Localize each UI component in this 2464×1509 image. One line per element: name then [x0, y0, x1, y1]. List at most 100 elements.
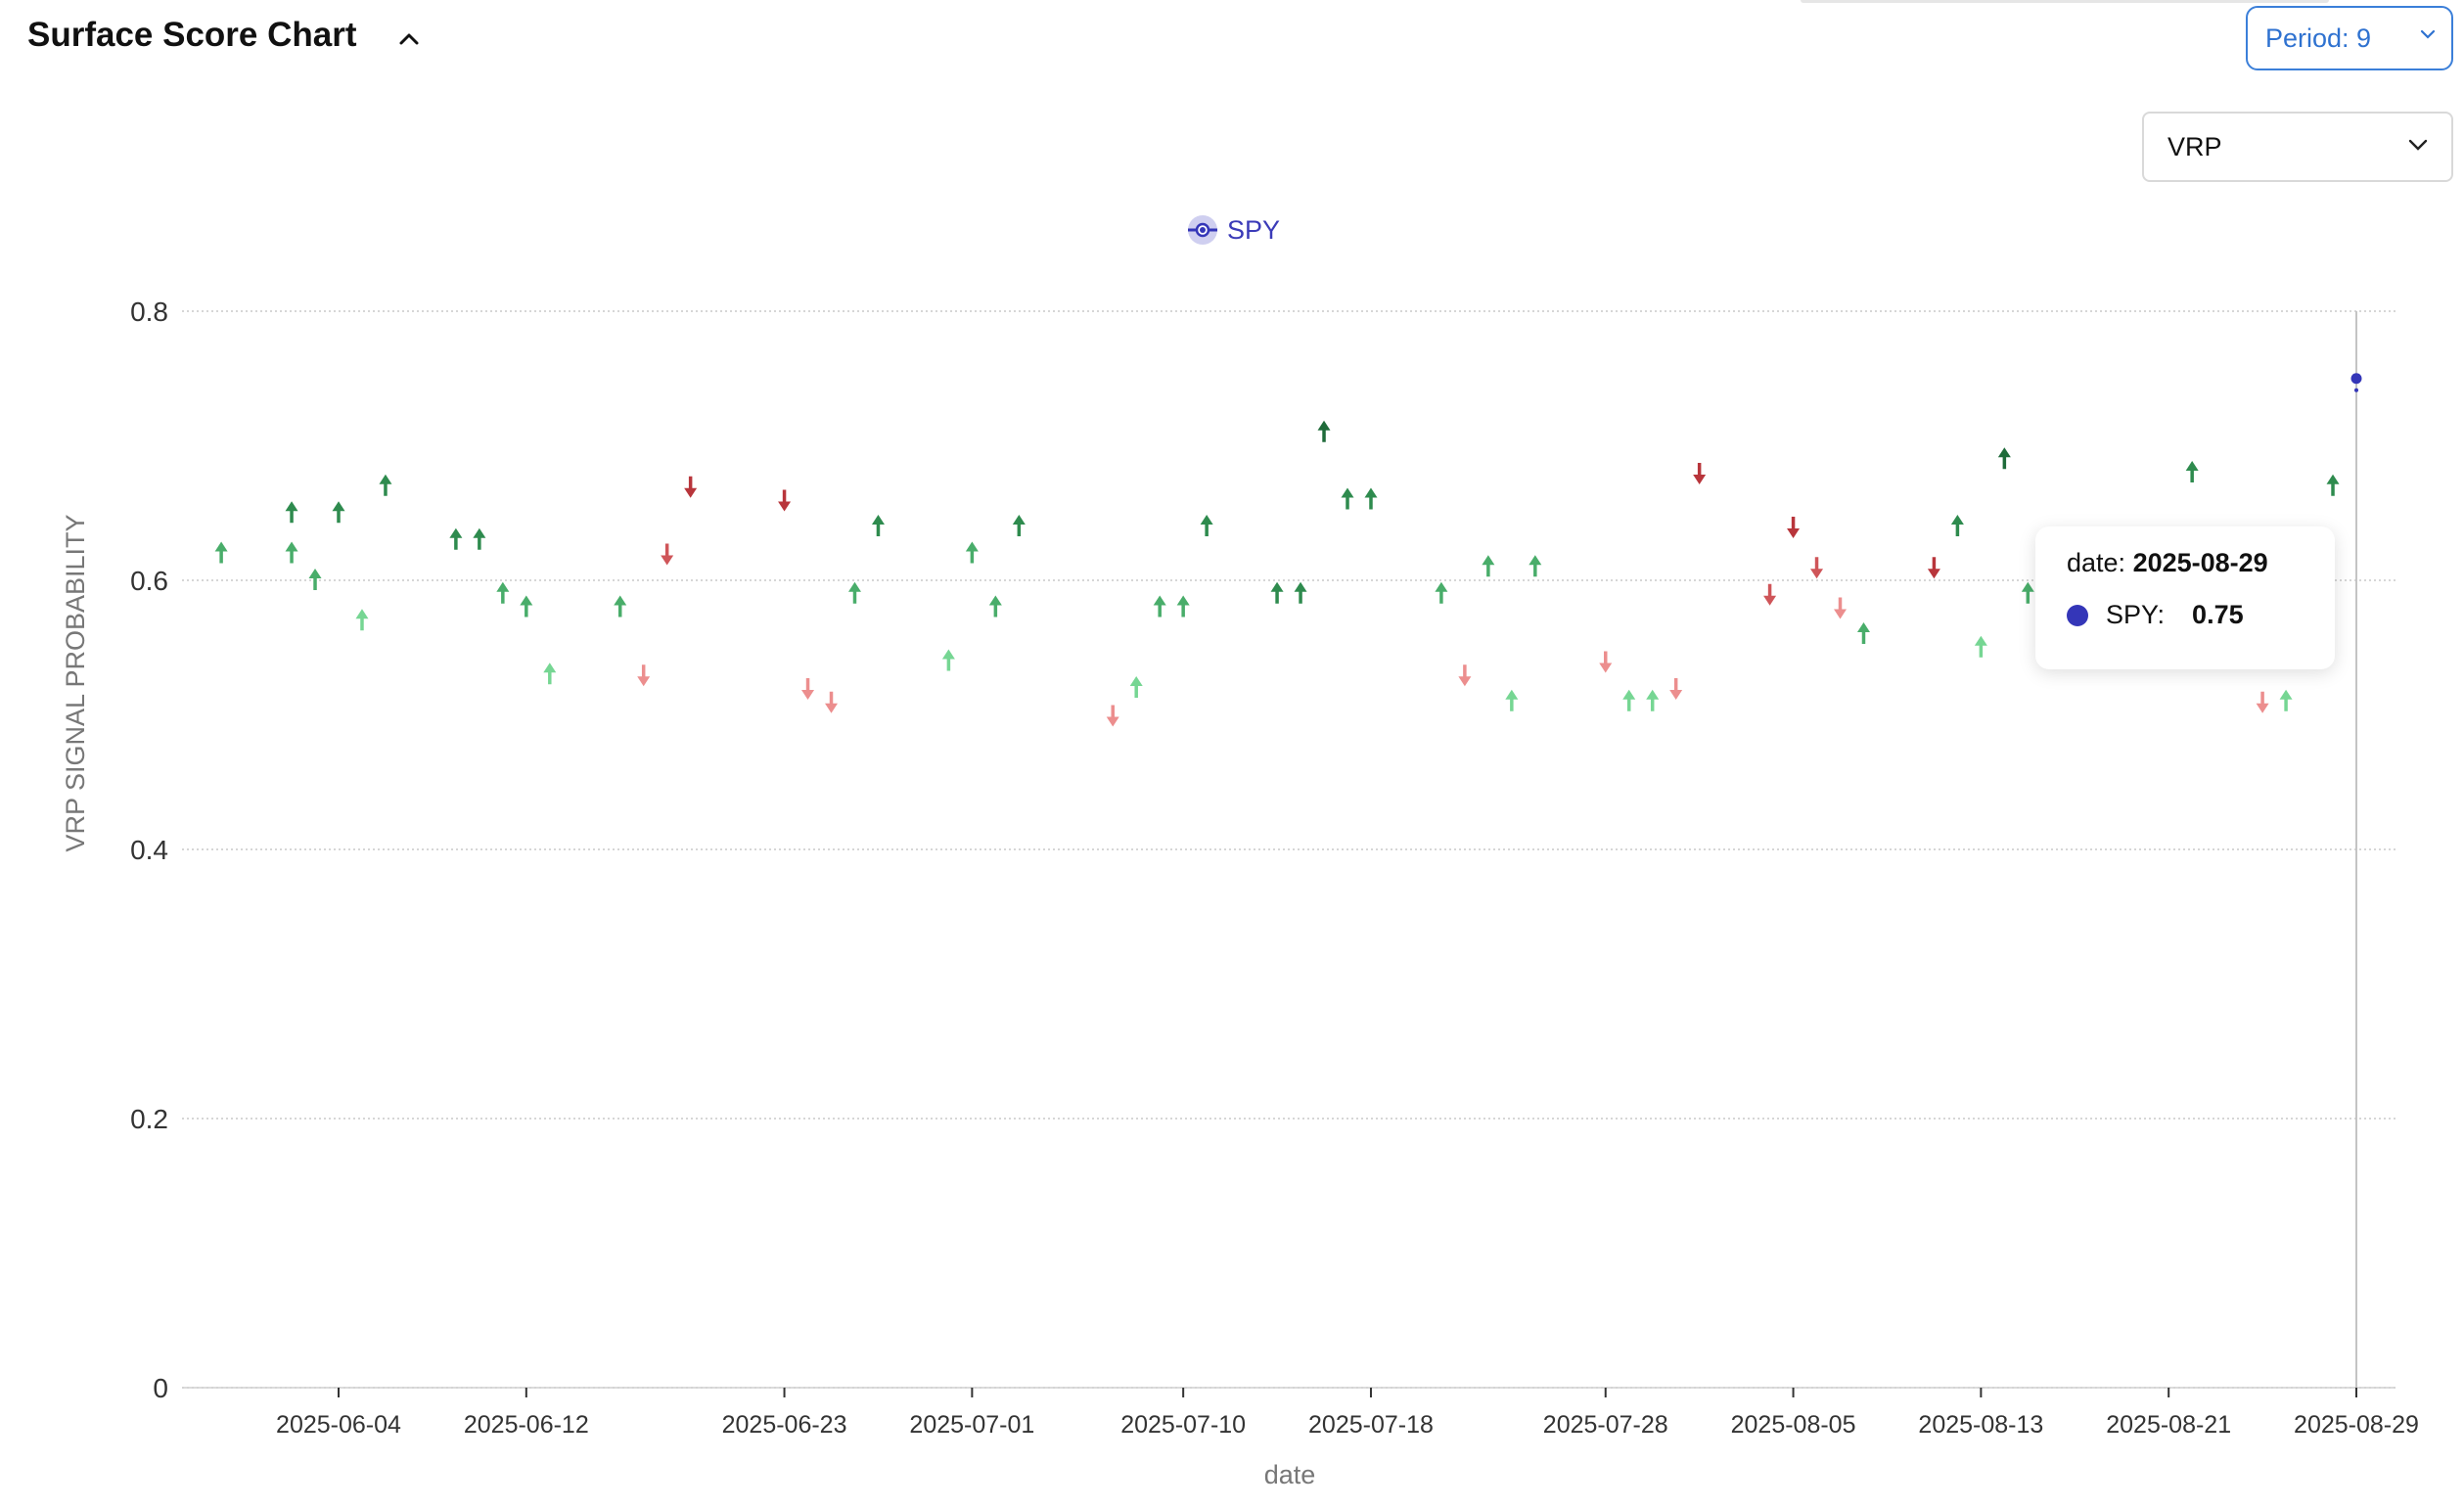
active-point: [2350, 373, 2362, 385]
up-arrow-mark: [355, 609, 369, 631]
x-tick-label: 2025-07-18: [1308, 1411, 1434, 1439]
up-arrow-mark: [847, 581, 861, 604]
up-arrow-mark: [2326, 474, 2340, 496]
x-tick-label: 2025-08-13: [1918, 1411, 2043, 1439]
up-arrow-mark: [941, 649, 955, 671]
up-arrow-mark: [1974, 635, 1987, 658]
y-tick-label: 0.2: [130, 1104, 168, 1134]
down-arrow-mark: [1763, 583, 1777, 606]
chevron-down-icon: [2420, 29, 2436, 39]
y-axis: 0 0.2 0.4 0.6 0.8: [130, 297, 168, 1403]
x-axis: 2025-06-04 2025-06-12 2025-06-23 2025-07-01…: [182, 1387, 2419, 1439]
x-tick-label: 2025-06-23: [722, 1411, 847, 1439]
up-arrow-mark: [1270, 581, 1284, 604]
signal-marks: [214, 420, 2340, 727]
up-arrow-mark: [2279, 689, 2293, 711]
hover-cursor: [2350, 311, 2362, 1388]
up-arrow-mark: [1856, 622, 1870, 644]
down-arrow-mark: [1693, 463, 1707, 484]
down-arrow-mark: [2256, 691, 2269, 713]
tooltip-date: 2025-08-29: [2132, 548, 2268, 577]
up-arrow-mark: [965, 541, 979, 564]
down-arrow-mark: [684, 476, 698, 498]
down-arrow-mark: [637, 664, 651, 687]
top-divider: [1801, 0, 2329, 3]
down-arrow-mark: [661, 543, 674, 566]
down-arrow-mark: [1669, 678, 1683, 700]
collapse-button[interactable]: [391, 22, 427, 57]
grid-lines: [182, 310, 2396, 1389]
tooltip-series-label: SPY:: [2106, 600, 2166, 629]
legend-label: SPY: [1227, 214, 1281, 245]
down-arrow-mark: [1810, 557, 1824, 579]
y-tick-label: 0.8: [130, 297, 168, 327]
up-arrow-mark: [285, 541, 298, 564]
up-arrow-mark: [332, 501, 345, 524]
up-arrow-mark: [1529, 555, 1542, 577]
up-arrow-mark: [1200, 515, 1213, 536]
up-arrow-mark: [1482, 555, 1495, 577]
up-arrow-mark: [543, 663, 557, 685]
up-arrow-mark: [1997, 447, 2011, 470]
y-tick-label: 0: [153, 1373, 168, 1403]
up-arrow-mark: [308, 569, 322, 590]
up-arrow-mark: [614, 595, 627, 617]
up-arrow-mark: [1622, 689, 1636, 711]
up-arrow-mark: [496, 581, 510, 604]
up-arrow-mark: [214, 541, 228, 564]
up-arrow-mark: [1012, 515, 1026, 536]
tooltip: date: 2025-08-29 SPY: 0.75: [2035, 526, 2335, 669]
up-arrow-mark: [1950, 515, 1964, 536]
tooltip-value-row: SPY: 0.75: [2067, 600, 2335, 630]
x-axis-label: date: [1264, 1460, 1316, 1489]
x-tick-label: 2025-08-05: [1731, 1411, 1856, 1439]
up-arrow-mark: [1317, 420, 1331, 442]
down-arrow-mark: [778, 489, 792, 512]
x-tick-label: 2025-06-04: [276, 1411, 401, 1439]
up-arrow-mark: [1153, 595, 1166, 617]
chevron-up-icon: [399, 33, 419, 45]
metric-select-label: VRP: [2167, 131, 2222, 161]
chart-title: Surface Score Chart: [27, 16, 357, 54]
up-arrow-mark: [988, 595, 1002, 617]
tooltip-value: 0.75: [2192, 600, 2244, 629]
up-arrow-mark: [1294, 581, 1307, 604]
up-arrow-mark: [2021, 581, 2034, 604]
up-arrow-mark: [449, 527, 463, 550]
period-select[interactable]: Period: 9: [2246, 6, 2453, 70]
x-tick-label: 2025-06-12: [464, 1411, 589, 1439]
down-arrow-mark: [1834, 597, 1848, 619]
down-arrow-mark: [1599, 651, 1613, 673]
up-arrow-mark: [1129, 676, 1143, 698]
legend-marker-icon: [1188, 215, 1217, 245]
up-arrow-mark: [1435, 581, 1448, 604]
down-arrow-mark: [1787, 517, 1801, 538]
x-tick-label: 2025-08-21: [2106, 1411, 2231, 1439]
metric-select[interactable]: VRP: [2142, 112, 2453, 182]
active-point-dot: [2354, 388, 2358, 392]
down-arrow-mark: [801, 678, 815, 700]
x-tick-label: 2025-07-01: [909, 1411, 1034, 1439]
up-arrow-mark: [871, 515, 885, 536]
up-arrow-mark: [1364, 487, 1378, 510]
down-arrow-mark: [1458, 664, 1472, 687]
y-tick-label: 0.6: [130, 566, 168, 596]
y-tick-label: 0.4: [130, 835, 168, 865]
x-tick-label: 2025-07-28: [1543, 1411, 1668, 1439]
chevron-down-icon: [2408, 139, 2428, 151]
legend-item-spy[interactable]: SPY: [1186, 213, 1280, 247]
x-tick-label: 2025-08-29: [2294, 1411, 2419, 1439]
up-arrow-mark: [285, 501, 298, 524]
up-arrow-mark: [473, 527, 486, 550]
up-arrow-mark: [1176, 595, 1190, 617]
tooltip-date-prefix: date:: [2067, 548, 2126, 577]
series-dot-icon: [2067, 604, 2088, 626]
down-arrow-mark: [1927, 557, 1940, 579]
up-arrow-mark: [1341, 487, 1354, 510]
tooltip-date-row: date: 2025-08-29: [2067, 548, 2335, 578]
up-arrow-mark: [1646, 689, 1660, 711]
period-select-label: Period: 9: [2265, 23, 2372, 53]
up-arrow-mark: [1505, 689, 1519, 711]
up-arrow-mark: [520, 595, 533, 617]
